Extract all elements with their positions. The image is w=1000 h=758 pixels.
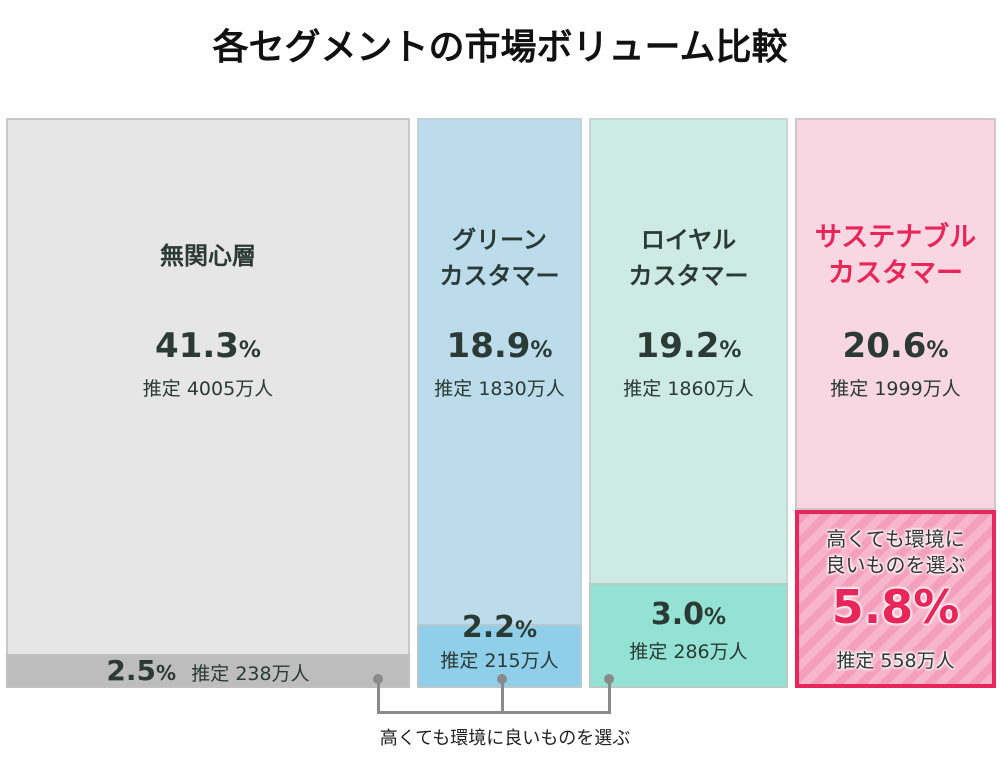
segment-pct: 19.2% (635, 326, 742, 366)
connector-dot (604, 674, 614, 684)
segment-estimate: 推定 4005万人 (142, 378, 274, 400)
chart-title: 各セグメントの市場ボリューム比較 (212, 27, 788, 68)
segment-bar-green: グリーン カスタマー 18.9% 推定 1830万人 (417, 118, 582, 688)
segment-name: サステナブル カスタマー (814, 222, 977, 289)
segment-bar-mukanshin: 無関心層 41.3% 推定 4005万人 (6, 118, 410, 688)
sub-pct: 2.2% (461, 610, 538, 645)
sub-bar-mukanshin: 2.5% 推定 238万人 (6, 654, 410, 688)
segment-estimate: 推定 1830万人 (434, 378, 565, 400)
sub-bar-royal: 3.0% 推定 286万人 (589, 583, 788, 688)
sub-pct: 5.8% (831, 580, 960, 634)
segment-name: グリーン カスタマー (439, 226, 560, 290)
sub-label: 高くても環境に 良いものを選ぶ (825, 527, 966, 577)
sub-bar-sustainable-highlight: 高くても環境に 良いものを選ぶ 5.8% 推定 558万人 (795, 510, 996, 688)
segment-name: 無関心層 (160, 242, 256, 270)
sub-estimate: 推定 558万人 (836, 650, 955, 672)
segment-estimate: 推定 1999万人 (830, 378, 961, 400)
connector-line (377, 680, 380, 714)
segment-pct: 41.3% (155, 326, 261, 366)
connector-line (501, 680, 504, 714)
sub-pct: 3.0% (650, 597, 727, 632)
connector-dot (373, 674, 383, 684)
connector-label: 高くても環境に良いものを選ぶ (379, 728, 631, 749)
segment-name: ロイヤル カスタマー (628, 226, 749, 290)
segment-pct: 20.6% (842, 326, 949, 366)
sub-estimate: 推定 215万人 (440, 650, 559, 672)
connector-line (377, 711, 611, 714)
sub-label: 2.5% 推定 238万人 (106, 654, 310, 687)
connector-dot (497, 674, 507, 684)
segment-bar-sustainable: サステナブル カスタマー 20.6% 推定 1999万人 (795, 118, 996, 510)
connector-line (608, 680, 611, 714)
sub-estimate: 推定 286万人 (629, 641, 748, 663)
segment-pct: 18.9% (446, 326, 553, 366)
segment-estimate: 推定 1860万人 (623, 378, 754, 400)
